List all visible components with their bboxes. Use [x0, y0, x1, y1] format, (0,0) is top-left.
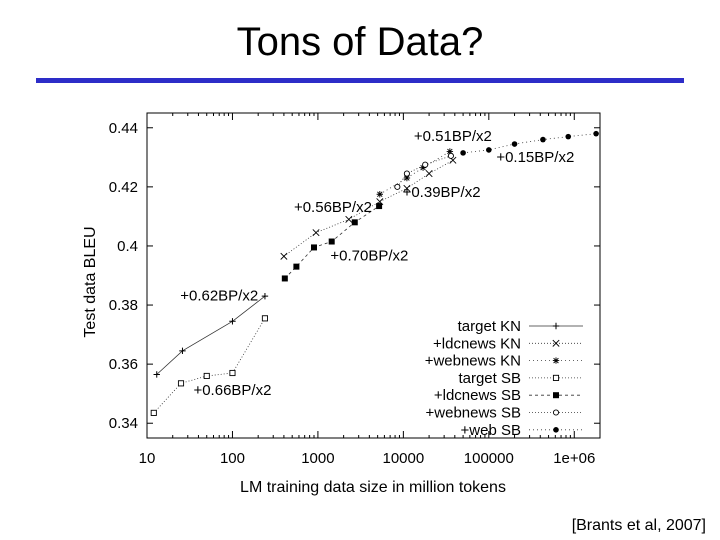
y-tick-label: 0.38 — [109, 297, 138, 314]
legend-item: +ldcnews KN — [433, 335, 583, 352]
data-point — [261, 292, 269, 300]
data-point — [376, 203, 383, 210]
annotation-label: +0.62BP/x2 — [180, 288, 258, 305]
plot-frame — [146, 112, 601, 439]
data-point — [403, 174, 411, 182]
series-ldcnews-sb — [281, 203, 383, 282]
legend-label: target KN — [458, 318, 521, 335]
data-point — [460, 150, 466, 156]
y-tick-label: 0.42 — [109, 179, 138, 196]
legend-marker — [552, 374, 560, 381]
legend-label: +ldcnews KN — [433, 335, 521, 352]
plot-border — [146, 112, 601, 439]
axis-ticks: 0.34 0.36 0.38 0.4 0.42 0.44 10 100 1000 10000 100… — [109, 113, 601, 467]
x-axis-label: LM training data size in million tokens — [240, 479, 506, 496]
legend-label: +web SB — [461, 422, 521, 439]
data-point — [540, 136, 546, 143]
data-point — [351, 219, 358, 226]
y-tick-label: 0.44 — [109, 120, 138, 137]
legend-marker — [553, 427, 559, 433]
annotation-label: +0.15BP/x2 — [496, 149, 574, 166]
data-point — [179, 347, 186, 355]
y-tick-label: 0.34 — [109, 415, 138, 432]
data-point — [293, 263, 300, 270]
data-point — [446, 148, 454, 155]
y-axis-label: Test data BLEU — [82, 226, 99, 337]
annotations-layer: +0.51BP/x2+0.15BP/x2 +0.56BP/x2 +0.39BP/x2… — [180, 128, 574, 399]
data-point — [328, 238, 335, 245]
annotation-label: +0.51BP/x2 — [414, 128, 492, 145]
data-point — [310, 244, 317, 251]
data-point — [486, 147, 492, 153]
title-rule — [36, 78, 684, 83]
legend-marker — [552, 322, 560, 330]
x-tick-label: 10 — [139, 450, 156, 467]
y-tick-label: 0.4 — [117, 238, 138, 255]
data-point — [203, 372, 210, 380]
data-point — [419, 164, 427, 171]
series-target-kn — [153, 292, 269, 378]
x-tick-label: 1000 — [301, 450, 334, 467]
legend-item: +web SB — [461, 422, 583, 439]
annotation-label: +0.56BP/x2 — [294, 199, 372, 216]
slide-title: Tons of Data? — [236, 20, 484, 64]
legend-marker — [552, 409, 560, 416]
data-point — [153, 371, 160, 378]
series-webnews-sb — [394, 152, 454, 190]
data-point — [511, 141, 518, 147]
annotation-label: +0.66BP/x2 — [193, 382, 271, 399]
data-point — [565, 133, 572, 140]
data-point — [150, 409, 157, 416]
legend-label: +ldcnews SB — [434, 387, 521, 404]
data-point — [312, 229, 320, 237]
data-point — [403, 170, 410, 177]
data-point — [261, 315, 268, 322]
annotation-label: +0.70BP/x2 — [330, 248, 408, 265]
legend-label: target SB — [458, 370, 521, 387]
data-point — [593, 130, 599, 137]
legend-item: +webnews KN — [425, 353, 583, 370]
series-layer — [150, 130, 599, 416]
data-point — [177, 380, 185, 387]
x-tick-label: 100000 — [464, 450, 514, 467]
data-point — [280, 252, 288, 260]
legend-item: target SB — [458, 370, 583, 387]
data-point — [229, 318, 236, 325]
legend-marker — [553, 392, 559, 399]
legend-label: +webnews KN — [425, 353, 521, 370]
data-point — [422, 161, 429, 168]
data-point — [447, 152, 454, 159]
series-webnews-kn — [376, 148, 454, 198]
legend-item: +ldcnews SB — [434, 387, 583, 404]
data-point — [376, 191, 384, 198]
data-point — [229, 369, 236, 377]
series-target-sb — [150, 315, 268, 416]
data-point — [394, 183, 401, 190]
x-tick-label: 1e+06 — [553, 450, 595, 467]
y-tick-label: 0.36 — [109, 356, 138, 373]
data-point — [425, 170, 433, 178]
series-web-sb — [460, 130, 599, 156]
data-point — [345, 215, 353, 223]
annotation-label: +0.39BP/x2 — [403, 184, 481, 201]
legend-label: +webnews SB — [426, 405, 521, 422]
citation: [Brants et al, 2007] — [571, 517, 706, 534]
legend-marker — [552, 339, 560, 347]
data-point — [403, 184, 411, 192]
legend-item: target KN — [458, 318, 583, 335]
x-tick-label: 100 — [220, 450, 245, 467]
series-line — [156, 295, 266, 375]
x-tick-label: 10000 — [383, 450, 425, 467]
data-point — [281, 275, 288, 282]
legend-marker — [552, 357, 560, 364]
legend-item: +webnews SB — [426, 405, 583, 422]
